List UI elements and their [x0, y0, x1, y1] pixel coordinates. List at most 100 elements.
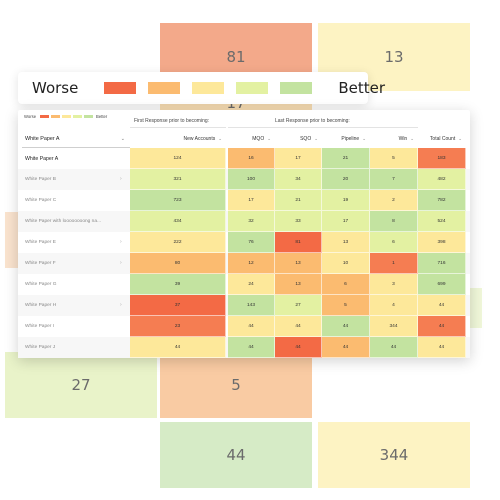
heatmap-cell: 7: [370, 169, 418, 190]
table-row[interactable]: White Paper G 39 24 13 6 3 699: [18, 274, 470, 295]
heatmap-cell: 723: [130, 190, 226, 211]
legend-swatch: [148, 82, 181, 94]
bg-tile-27: 27: [5, 352, 157, 418]
heatmap-cell: 716: [418, 253, 466, 274]
heatmap-cell: 17: [275, 148, 322, 169]
heatmap-cell: 44: [275, 337, 322, 358]
heatmap-cell: 21: [275, 190, 322, 211]
column-header-label: Total Count: [429, 136, 456, 142]
heatmap-cell: 16: [228, 148, 275, 169]
heatmap-cell: 20: [322, 169, 370, 190]
chevron-right-icon[interactable]: ›: [120, 260, 122, 266]
mini-legend-swatch: [62, 115, 72, 118]
header-divider-first: [130, 127, 226, 128]
mini-legend-swatch: [84, 115, 94, 118]
mini-legend-swatch: [73, 115, 83, 118]
heatmap-cell: 434: [130, 211, 226, 232]
chevron-right-icon[interactable]: ›: [120, 239, 122, 245]
legend-swatch: [104, 82, 137, 94]
sort-chevron-icon[interactable]: ⌄: [218, 136, 222, 141]
heatmap-cell: 17: [228, 190, 275, 211]
heatmap-cell: 5: [370, 148, 418, 169]
heatmap-cell: 3: [370, 274, 418, 295]
heatmap-cell: 19: [322, 190, 370, 211]
sort-chevron-icon[interactable]: ⌄: [362, 136, 366, 141]
table-row[interactable]: White Paper C 723 17 21 19 2 782: [18, 190, 470, 211]
heatmap-cell: 39: [130, 274, 226, 295]
sort-chevron-icon[interactable]: ⌄: [267, 136, 271, 141]
row-name: White Paper B: [25, 177, 56, 182]
column-header-label: Win: [398, 136, 408, 142]
heatmap-cell: 17: [322, 211, 370, 232]
heatmap-cell: 44: [418, 337, 466, 358]
mini-legend-better: Better: [96, 114, 108, 119]
column-header[interactable]: Win ⌄: [370, 132, 418, 146]
column-header[interactable]: MQO ⌄: [228, 132, 275, 146]
table-row[interactable]: White Paper A 124 16 17 21 5 183: [18, 148, 470, 169]
table-row[interactable]: White Paper B › 321 100 34 20 7 482: [18, 169, 470, 190]
sort-chevron-icon[interactable]: ⌄: [458, 136, 462, 141]
heatmap-cell: 143: [228, 295, 275, 316]
legend-swatch: [192, 82, 225, 94]
heatmap-cell: 44: [228, 337, 275, 358]
table-row[interactable]: White Paper E › 222 76 81 13 6 398: [18, 232, 470, 253]
column-header-label: SQO: [300, 136, 312, 142]
bg-strip-left: [5, 212, 19, 268]
heatmap-cell: 6: [370, 232, 418, 253]
heatmap-cell: 81: [275, 232, 322, 253]
legend-worse-label: Worse: [32, 79, 79, 97]
heatmap-cell: 76: [228, 232, 275, 253]
heatmap-cell: 524: [418, 211, 466, 232]
chevron-right-icon[interactable]: ›: [120, 176, 122, 182]
heatmap-cell: 344: [370, 316, 418, 337]
table-row[interactable]: White Paper H › 37 143 27 5 4 44: [18, 295, 470, 316]
heatmap-cell: 222: [130, 232, 226, 253]
legend-swatch: [280, 82, 313, 94]
heatmap-cell: 37: [130, 295, 226, 316]
mini-legend-worse: Worse: [24, 114, 37, 119]
row-name: White Paper with loooooooong na...: [25, 219, 102, 224]
mini-legend-swatch: [51, 115, 61, 118]
heatmap-cell: 699: [418, 274, 466, 295]
heatmap-cell: 33: [275, 211, 322, 232]
heatmap-legend: Worse Better: [18, 72, 385, 104]
heatmap-cell: 44: [322, 337, 370, 358]
heatmap-cell: 5: [322, 295, 370, 316]
chevron-right-icon[interactable]: ›: [120, 302, 122, 308]
heatmap-cell: 4: [370, 295, 418, 316]
heatmap-cell: 398: [418, 232, 466, 253]
table-row[interactable]: White Paper I 23 44 44 44 344 44: [18, 316, 470, 337]
chevron-down-icon: ⌄: [120, 136, 125, 142]
row-name: White Paper C: [25, 198, 57, 203]
row-name: White Paper J: [25, 345, 56, 350]
heatmap-table-card: Worse Better First Response prior to bec…: [18, 110, 470, 358]
heatmap-cell: 80: [130, 253, 226, 274]
mini-legend-swatch: [40, 115, 50, 118]
bg-tile-44: 44: [160, 422, 312, 488]
sort-chevron-icon[interactable]: ⌄: [410, 136, 414, 141]
row-name: White Paper G: [25, 282, 57, 287]
header-last-response: Last Response prior to becoming:: [275, 118, 350, 124]
header-first-response: First Response prior to becoming:: [134, 118, 210, 124]
heatmap-cell: 2: [370, 190, 418, 211]
table-row[interactable]: White Paper F › 80 12 13 10 1 716: [18, 253, 470, 274]
column-header[interactable]: Total Count ⌄: [418, 132, 466, 146]
column-header[interactable]: SQO ⌄: [275, 132, 322, 146]
heatmap-cell: 21: [322, 148, 370, 169]
column-header-label: New Accounts: [183, 136, 216, 142]
white-paper-filter-select[interactable]: White Paper A ⌄: [22, 130, 130, 148]
column-header[interactable]: New Accounts ⌄: [130, 132, 226, 146]
mini-legend: Worse Better: [24, 114, 107, 119]
table-row[interactable]: White Paper J 44 44 44 44 44 44: [18, 337, 470, 358]
column-header-label: Pipeline: [341, 136, 360, 142]
heatmap-cell: 44: [418, 295, 466, 316]
heatmap-cell: 44: [275, 316, 322, 337]
column-header-label: MQO: [252, 136, 265, 142]
column-header[interactable]: Pipeline ⌄: [322, 132, 370, 146]
row-name: White Paper A: [25, 155, 59, 162]
heatmap-cell: 44: [130, 337, 226, 358]
sort-chevron-icon[interactable]: ⌄: [314, 136, 318, 141]
heatmap-cell: 32: [228, 211, 275, 232]
table-row[interactable]: White Paper with loooooooong na... 434 32 3…: [18, 211, 470, 232]
heatmap-cell: 24: [228, 274, 275, 295]
